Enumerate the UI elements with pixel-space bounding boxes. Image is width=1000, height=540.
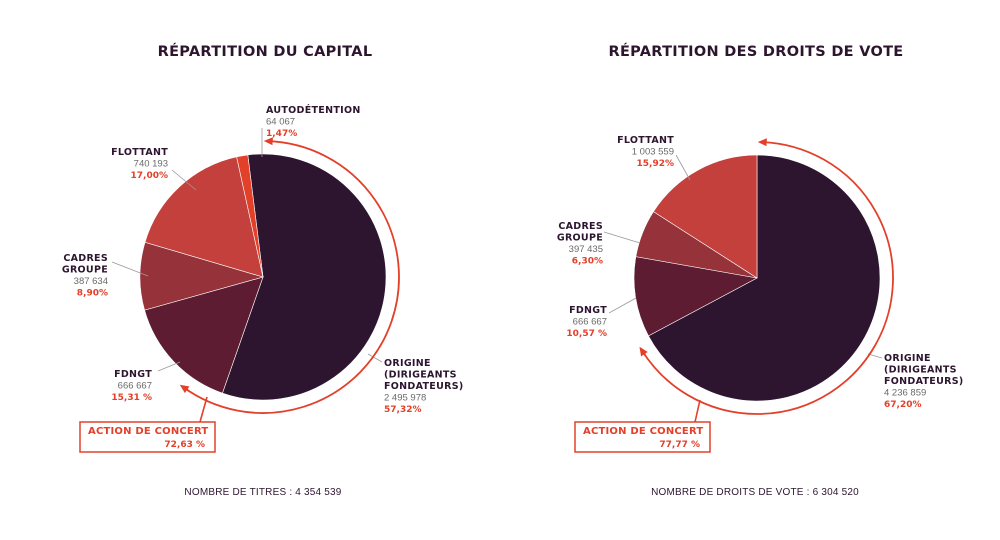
concert-box: ACTION DE CONCERT 77,77 % bbox=[574, 421, 711, 453]
slice-count: 64 067 bbox=[266, 117, 295, 128]
leader-line bbox=[608, 297, 637, 314]
pie-chart-2: RÉPARTITION DES DROITS DE VOTE ORIGINE(DI… bbox=[557, 43, 964, 498]
pie-slice-flottant bbox=[144, 156, 264, 278]
leader-line bbox=[157, 361, 181, 372]
slice-name: AUTODÉTENTION bbox=[266, 104, 361, 116]
leader-line bbox=[603, 231, 641, 244]
concert-arc-arrow bbox=[179, 384, 190, 394]
concert-arc-arrow bbox=[639, 346, 648, 357]
slice-percent: 10,57 % bbox=[566, 329, 607, 339]
slice-name: CADRES bbox=[63, 253, 108, 264]
concert-arc bbox=[182, 137, 400, 414]
concert-box-border bbox=[79, 421, 216, 453]
slice-name: FONDATEURS) bbox=[384, 381, 464, 392]
concert-label: ACTION DE CONCERT bbox=[583, 426, 703, 437]
slice-percent: 17,00% bbox=[131, 171, 169, 181]
concert-arc bbox=[640, 138, 894, 415]
slice-name: (DIRIGEANTS bbox=[384, 370, 457, 381]
slice-name: FONDATEURS) bbox=[884, 376, 964, 387]
leader-line bbox=[675, 154, 691, 181]
pie-chart-1: RÉPARTITION DU CAPITAL ORIGINE(DIRIGEANTS… bbox=[62, 43, 464, 498]
pie-slice-autodetention bbox=[236, 154, 264, 278]
pie-slice-fdngt bbox=[633, 256, 758, 337]
slice-percent: 6,30% bbox=[572, 257, 603, 267]
concert-connector bbox=[694, 399, 701, 423]
slice-name: FDNGT bbox=[569, 305, 607, 316]
slice-percent: 8,90% bbox=[77, 289, 108, 299]
slice-count: 666 667 bbox=[573, 317, 607, 328]
chart-footer: NOMBRE DE TITRES : 4 354 539 bbox=[184, 487, 341, 498]
slice-name: CADRES bbox=[558, 221, 603, 232]
slice-count: 4 236 859 bbox=[884, 388, 926, 399]
chart-title: RÉPARTITION DU CAPITAL bbox=[158, 43, 373, 60]
pie-slice-flottant bbox=[653, 154, 758, 279]
slice-count: 397 435 bbox=[569, 244, 603, 255]
pie-slice-fdngt bbox=[144, 276, 264, 394]
pie-slice-origine bbox=[648, 154, 881, 402]
leader-line bbox=[111, 261, 149, 277]
pie-slice-origine bbox=[222, 153, 387, 401]
concert-connector bbox=[199, 396, 208, 423]
concert-label: ACTION DE CONCERT bbox=[88, 426, 208, 437]
slice-name: GROUPE bbox=[62, 265, 108, 276]
slice-percent: 15,92% bbox=[637, 159, 675, 169]
slice-percent: 15,31 % bbox=[111, 393, 152, 403]
slice-count: 387 634 bbox=[74, 276, 108, 287]
slice-name: ORIGINE bbox=[884, 353, 931, 364]
slice-name: FDNGT bbox=[114, 369, 152, 380]
slice-count: 666 667 bbox=[118, 381, 152, 392]
leader-line bbox=[171, 169, 197, 191]
chart-footer: NOMBRE DE DROITS DE VOTE : 6 304 520 bbox=[651, 487, 859, 498]
concert-percent: 72,63 % bbox=[164, 440, 205, 450]
slice-name: FLOTTANT bbox=[111, 147, 168, 158]
concert-box-border bbox=[574, 421, 711, 453]
concert-box: ACTION DE CONCERT 72,63 % bbox=[79, 421, 216, 453]
slice-count: 740 193 bbox=[134, 159, 168, 170]
concert-percent: 77,77 % bbox=[659, 440, 700, 450]
slice-percent: 1,47% bbox=[266, 129, 297, 139]
slice-count: 1 003 559 bbox=[632, 147, 674, 158]
slice-name: GROUPE bbox=[557, 233, 603, 244]
slice-count: 2 495 978 bbox=[384, 393, 426, 404]
chart-title: RÉPARTITION DES DROITS DE VOTE bbox=[609, 43, 904, 60]
leader-line bbox=[367, 353, 383, 363]
slice-percent: 67,20% bbox=[884, 400, 922, 410]
slice-percent: 57,32% bbox=[384, 405, 422, 415]
slice-name: FLOTTANT bbox=[617, 135, 674, 146]
slice-name: ORIGINE bbox=[384, 358, 431, 369]
slice-name: (DIRIGEANTS bbox=[884, 365, 957, 376]
